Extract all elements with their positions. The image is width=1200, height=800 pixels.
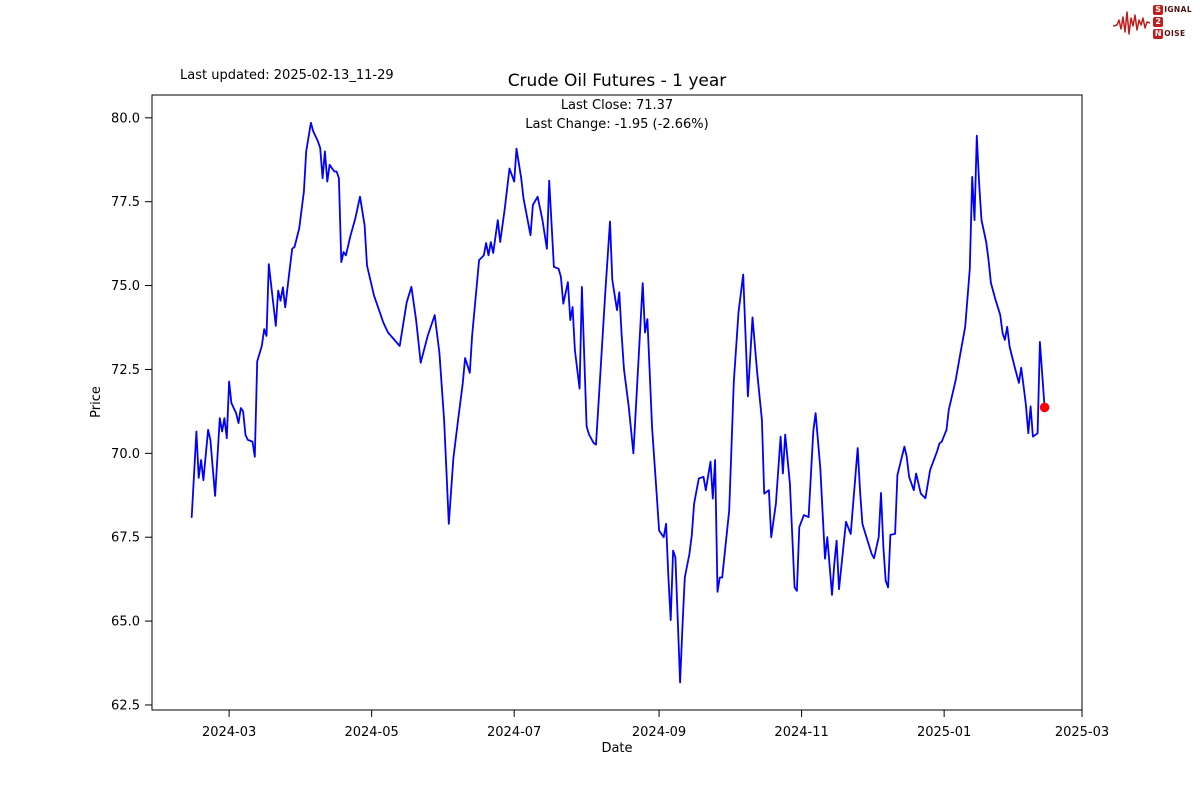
x-tick-label: 2025-01: [917, 725, 971, 740]
y-tick-label: 62.5: [111, 698, 140, 713]
y-axis-label: Price: [89, 386, 104, 418]
last-close-annotation: Last Close: 71.37: [561, 98, 673, 113]
signal2noise-logo: S IGNAL 2 N OISE: [1113, 4, 1192, 39]
logo-noise-rest: OISE: [1164, 29, 1186, 38]
x-axis-label: Date: [601, 741, 632, 756]
last-price-marker: [1039, 402, 1050, 413]
logo-row-noise: N OISE: [1153, 28, 1192, 39]
chart-title: Crude Oil Futures - 1 year: [508, 71, 727, 91]
y-tick-label: 72.5: [111, 363, 140, 378]
logo-row-signal: S IGNAL: [1153, 4, 1192, 15]
y-tick-label: 65.0: [111, 615, 140, 630]
x-tick-label: 2024-05: [344, 725, 398, 740]
y-tick-label: 77.5: [111, 195, 140, 210]
y-axis-ticks: 62.5 65.0 67.5 70.0 72.5 75.0 77.5 80.0: [111, 111, 152, 713]
y-tick-label: 80.0: [111, 111, 140, 126]
logo-letter-s: S: [1153, 4, 1164, 15]
x-tick-label: 2024-03: [202, 725, 256, 740]
y-tick-label: 67.5: [111, 531, 140, 546]
price-line: [190, 121, 1046, 684]
x-tick-label: 2024-11: [774, 725, 828, 740]
x-tick-label: 2024-07: [487, 725, 541, 740]
logo-text: S IGNAL 2 N OISE: [1153, 4, 1192, 39]
heartbeat-waveform-icon: [1113, 10, 1151, 35]
y-tick-label: 75.0: [111, 279, 140, 294]
logo-signal-rest: IGNAL: [1164, 5, 1192, 14]
y-tick-label: 70.0: [111, 447, 140, 462]
last-change-annotation: Last Change: -1.95 (-2.66%): [525, 117, 708, 132]
x-tick-label: 2025-03: [1055, 725, 1109, 740]
logo-letter-n: N: [1153, 28, 1164, 39]
plot-area: [151, 94, 1083, 711]
x-axis-ticks: 2024-03 2024-05 2024-07 2024-09 2024-11 2025-…: [202, 710, 1109, 740]
x-tick-label: 2024-09: [632, 725, 686, 740]
logo-letter-2: 2: [1153, 16, 1164, 27]
last-updated-text: Last updated: 2025-02-13_11-29: [180, 68, 394, 83]
logo-row-two: 2: [1153, 16, 1192, 27]
